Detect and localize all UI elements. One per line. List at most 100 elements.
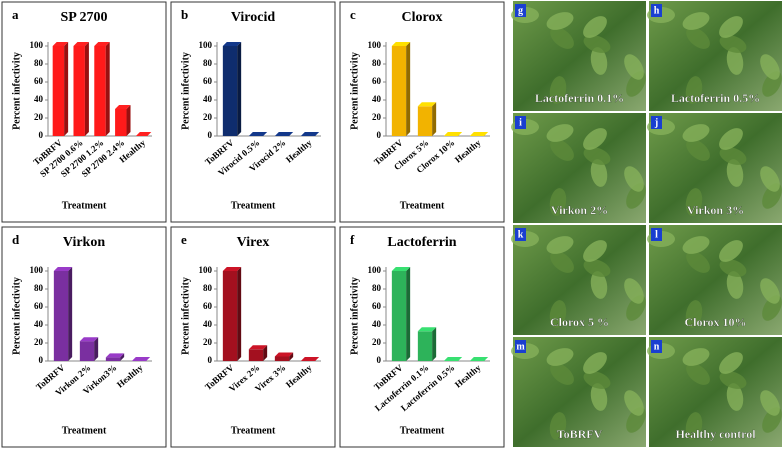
leaf bbox=[583, 128, 607, 150]
bar-top bbox=[73, 42, 89, 46]
photo-panel: k Clorox 5 % bbox=[511, 225, 646, 335]
photo-panel: j Virkon 3% bbox=[647, 113, 782, 223]
bar-side bbox=[237, 267, 242, 361]
chart-panel: f Lactoferrin Percent infectivity 0 20 40 60 80… bbox=[339, 226, 505, 448]
y-tick-label: 40 bbox=[34, 94, 44, 104]
chart-title: Virkon bbox=[63, 235, 105, 250]
x-tick-label: Healthy bbox=[453, 362, 483, 390]
x-axis-label: Treatment bbox=[400, 425, 445, 436]
leaf bbox=[550, 251, 574, 273]
y-tick-label: 0 bbox=[39, 130, 44, 140]
bar-top bbox=[391, 267, 411, 271]
leaf bbox=[719, 35, 747, 53]
photo-caption: Clorox 5 % bbox=[550, 315, 609, 329]
bar-top bbox=[79, 337, 99, 342]
photo-panel: m ToBRFV bbox=[511, 337, 646, 447]
leaf bbox=[546, 348, 574, 366]
leaf bbox=[546, 124, 574, 142]
panel-letter: a bbox=[12, 7, 19, 22]
photo-caption: Clorox 10% bbox=[684, 315, 746, 329]
leaf bbox=[760, 390, 780, 416]
photo-label: j bbox=[654, 117, 658, 128]
bar-side bbox=[64, 42, 69, 136]
bar bbox=[417, 106, 433, 136]
bar-top bbox=[300, 132, 320, 136]
leaf bbox=[682, 124, 710, 142]
leaf bbox=[590, 159, 608, 187]
leaf bbox=[583, 352, 607, 374]
bar bbox=[73, 46, 85, 136]
y-tick-label: 20 bbox=[203, 112, 213, 122]
leaf bbox=[760, 166, 780, 192]
y-tick-label: 20 bbox=[34, 112, 44, 122]
chart-title: Virex bbox=[237, 235, 270, 250]
leaf bbox=[719, 16, 743, 38]
y-tick-label: 40 bbox=[372, 94, 382, 104]
panel-frame bbox=[170, 226, 336, 448]
panel-letter: b bbox=[181, 7, 188, 22]
y-tick-label: 100 bbox=[368, 265, 382, 275]
leaf bbox=[760, 278, 780, 304]
bar-top bbox=[53, 267, 73, 271]
chart-panel: b Virocid Percent infectivity 0 20 40 60 80 100 T… bbox=[170, 1, 336, 223]
leaf bbox=[682, 236, 710, 254]
leaf bbox=[624, 54, 644, 80]
y-tick-label: 20 bbox=[34, 337, 44, 347]
leaf bbox=[550, 363, 574, 385]
photo-label: h bbox=[654, 5, 660, 16]
leaf bbox=[583, 259, 611, 277]
bar bbox=[222, 271, 238, 361]
y-tick-label: 80 bbox=[203, 283, 213, 293]
leaf bbox=[685, 188, 703, 216]
panel-frame bbox=[1, 226, 167, 448]
bar-top bbox=[222, 42, 242, 46]
leaf bbox=[719, 240, 743, 262]
y-tick-label: 20 bbox=[372, 112, 382, 122]
leaf bbox=[583, 371, 611, 389]
leaf bbox=[682, 12, 710, 30]
bar-top bbox=[222, 267, 242, 271]
bar-side bbox=[105, 42, 110, 136]
y-tick-label: 40 bbox=[203, 94, 213, 104]
chart-title: Lactoferrin bbox=[387, 235, 456, 250]
y-axis-label: Percent infectivity bbox=[11, 277, 22, 355]
leaf bbox=[726, 383, 744, 411]
panel-letter: c bbox=[350, 7, 356, 22]
y-axis-label: Percent infectivity bbox=[349, 277, 360, 355]
panel-letter: f bbox=[350, 232, 355, 247]
photo-panel: n Healthy control bbox=[647, 337, 782, 447]
y-tick-label: 80 bbox=[34, 58, 44, 68]
y-tick-label: 100 bbox=[199, 40, 213, 50]
bar bbox=[105, 357, 121, 361]
leaf bbox=[686, 27, 710, 49]
bar-top bbox=[248, 345, 268, 350]
y-tick-label: 100 bbox=[30, 40, 44, 50]
bar-side bbox=[432, 102, 437, 136]
bar-top bbox=[417, 327, 437, 332]
photo-label-box bbox=[515, 4, 526, 17]
photo-caption: Healthy control bbox=[675, 427, 756, 441]
photo-panel: h Lactoferrin 0.5% bbox=[647, 1, 782, 111]
leaf bbox=[549, 188, 567, 216]
bar bbox=[79, 341, 95, 361]
y-tick-label: 100 bbox=[368, 40, 382, 50]
bar-side bbox=[289, 352, 294, 361]
leaf bbox=[686, 139, 710, 161]
chart-title: Virocid bbox=[231, 10, 276, 25]
x-axis-label: Treatment bbox=[231, 425, 276, 436]
bar-top bbox=[469, 357, 489, 361]
bar-side bbox=[263, 345, 268, 361]
photo-label-box bbox=[515, 340, 526, 353]
leaf bbox=[590, 271, 608, 299]
leaf bbox=[686, 363, 710, 385]
y-axis-label: Percent infectivity bbox=[349, 52, 360, 130]
photo-panel: l Clorox 10% bbox=[647, 225, 782, 335]
y-tick-label: 40 bbox=[203, 319, 213, 329]
panel-frame bbox=[170, 1, 336, 223]
leaf bbox=[583, 35, 611, 53]
photo-label-box bbox=[515, 116, 526, 129]
photo-panel: g Lactoferrin 0.1% bbox=[511, 1, 646, 111]
